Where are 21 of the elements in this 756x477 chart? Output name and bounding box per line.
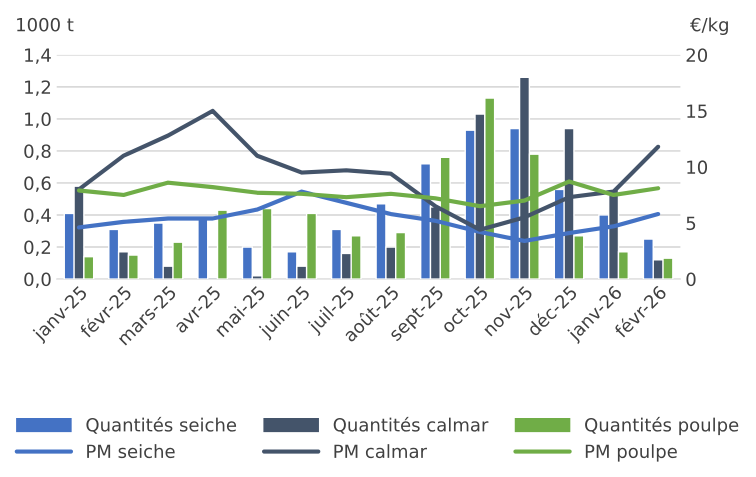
y-tick-label: 0,6 <box>24 176 51 192</box>
y-tick-label: 1,0 <box>25 112 51 128</box>
legend-label: Quantités calmar <box>334 416 488 434</box>
y-tick-label: 1,4 <box>25 48 51 64</box>
y2-tick-label: 10 <box>687 160 708 174</box>
legend-label: PM poulpe <box>586 444 677 462</box>
legend-label: PM seiche <box>87 444 175 458</box>
legend-label: Quantités seiche <box>86 416 236 434</box>
legend-label: PM calmar <box>334 444 427 458</box>
y-tick-label: 1,2 <box>25 80 50 96</box>
y-tick-label: 0,2 <box>24 240 50 256</box>
y2-tick-label: 5 <box>686 216 696 230</box>
y2-tick-label: 15 <box>687 104 707 118</box>
y-tick-label: 0,4 <box>24 208 51 224</box>
y2-tick-label: 20 <box>686 48 708 62</box>
y-tick-label: 0,0 <box>24 272 51 288</box>
y-axis-title: 1000 t <box>17 18 74 32</box>
y-tick-label: 0,8 <box>24 144 51 160</box>
y2-tick-label: 0 <box>686 272 696 286</box>
legend-label: Quantités poulpe <box>585 416 738 436</box>
y2-axis-title: €/kg <box>690 18 728 35</box>
